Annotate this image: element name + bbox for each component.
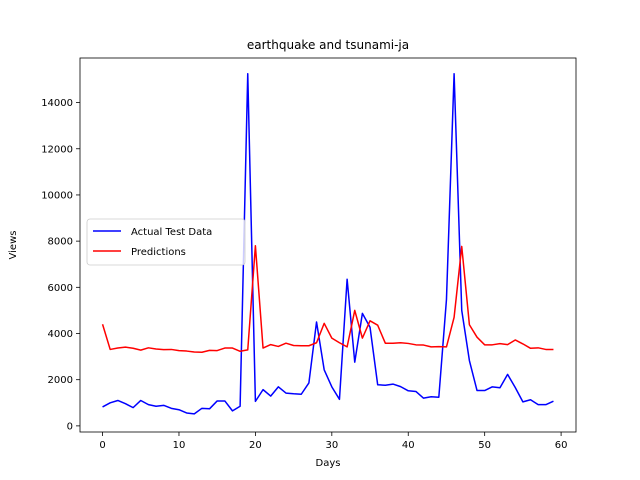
chart-title: earthquake and tsunami-ja: [247, 38, 409, 52]
plot-frame: [79, 57, 577, 433]
y-axis: 0 2000 4000 6000 8000 10000 12000 14000: [41, 98, 80, 432]
x-tick-label: 20: [249, 440, 262, 451]
y-tick-label: 10000: [41, 190, 73, 201]
y-tick-label: 6000: [48, 283, 73, 294]
y-tick-label: 12000: [41, 144, 73, 155]
plot-lines: [101, 72, 554, 415]
x-tick-label: 50: [478, 440, 491, 451]
legend: Actual Test Data Predictions: [86, 218, 246, 266]
y-tick-label: 0: [67, 421, 73, 432]
legend-label: Actual Test Data: [131, 227, 212, 238]
y-tick-label: 14000: [41, 98, 73, 109]
y-tick-label: 4000: [48, 329, 73, 340]
x-tick-label: 0: [99, 440, 105, 451]
y-axis-title: Views: [8, 231, 19, 260]
series-line-1: [102, 72, 554, 415]
legend-box: [86, 218, 246, 266]
y-tick-label: 8000: [48, 237, 73, 248]
legend-label: Predictions: [131, 247, 186, 258]
x-tick-label: 30: [325, 440, 338, 451]
x-axis: 0 10 20 30 40 50 60: [99, 432, 567, 451]
series-line-2: [101, 245, 554, 353]
x-tick-label: 40: [402, 440, 415, 451]
x-tick-label: 10: [173, 440, 186, 451]
y-tick-label: 2000: [48, 375, 73, 386]
x-axis-title: Days: [316, 458, 341, 469]
x-tick-label: 60: [555, 440, 568, 451]
